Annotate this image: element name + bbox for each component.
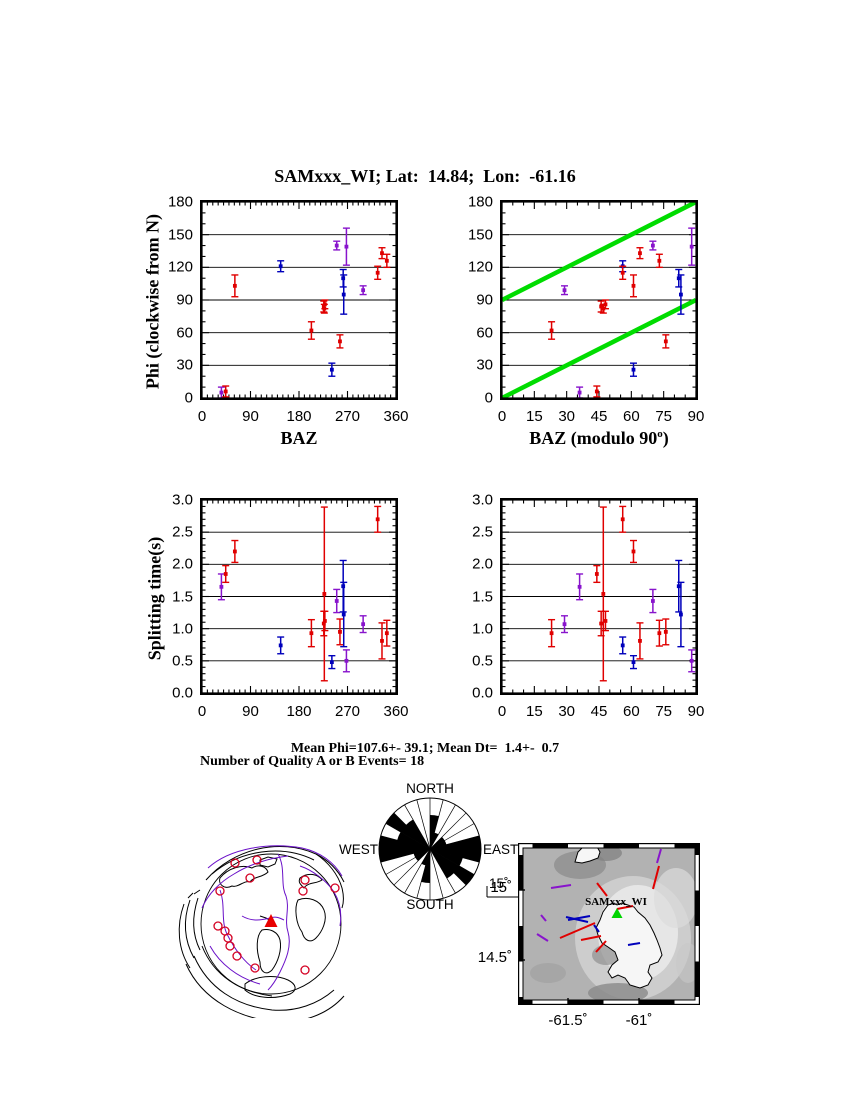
globe-raypath-map	[178, 845, 345, 1018]
axis-tick-label: 270	[334, 408, 361, 425]
axis-tick-label: 0.0	[172, 684, 193, 702]
axis-tick-label: 0	[184, 389, 193, 407]
dt-vs-bazmod-plot	[500, 498, 698, 695]
axis-tick-label: 30	[476, 356, 493, 374]
map-xtick-m61: -61˚	[625, 1012, 653, 1029]
axis-tick-label: 60	[176, 324, 193, 342]
bazmod-label-end: )	[662, 428, 669, 448]
station-map: SAMxxx_WI	[518, 843, 700, 1005]
mean-statistics-text: Mean Phi=107.6+- 39.1; Mean Dt= 1.4+- 0.…	[290, 741, 560, 756]
axis-tick-label: 0.5	[172, 652, 193, 670]
bazmod-label-sup: o	[657, 428, 663, 440]
axis-tick-label: 60	[622, 703, 640, 720]
axis-tick-label: 1.5	[172, 588, 193, 605]
axis-tick-label: 90	[687, 408, 705, 425]
axis-tick-label: 150	[467, 226, 493, 244]
map-xtick-m61_5: -61.5˚	[548, 1012, 588, 1029]
phi-vs-baz-plot	[200, 200, 398, 400]
axis-tick-label: 0	[484, 389, 493, 407]
rose-label-north: NORTH	[406, 781, 454, 796]
axis-tick-label: 270	[334, 703, 361, 720]
axis-tick-label: 1.5	[472, 588, 493, 605]
globe-station-triangle	[264, 914, 278, 927]
axis-tick-label: 90	[176, 291, 193, 309]
event-count-text: Number of Quality A or B Events= 18	[200, 754, 425, 769]
axis-tick-label: 180	[286, 703, 312, 720]
y-axis-label-phi: Phi (clockwise from N)	[142, 213, 163, 390]
map-ytick-15: 15˚	[490, 879, 512, 896]
axis-tick-label: 3.0	[172, 491, 193, 509]
axis-tick-label: 45	[590, 408, 608, 425]
axis-tick-label: 1.0	[172, 620, 193, 638]
great-circle-arcs	[178, 846, 345, 1018]
station-triangle	[611, 908, 623, 918]
axis-tick-label: 0	[497, 703, 507, 720]
axis-tick-label: 75	[655, 703, 672, 720]
axis-tick-label: 75	[655, 408, 672, 425]
x-axis-label-bazmod: BAZ (modulo 90o)	[499, 428, 699, 449]
x-axis-label-baz: BAZ	[280, 428, 318, 448]
rose-label-south: SOUTH	[406, 897, 454, 912]
axis-tick-label: 180	[467, 193, 493, 211]
axis-tick-label: 0	[197, 408, 207, 425]
axis-tick-label: 45	[590, 703, 608, 720]
axis-tick-label: 2.5	[172, 523, 193, 541]
splitting-vectors	[536, 848, 662, 953]
rose-label-east: EAST	[483, 842, 519, 857]
axis-tick-label: 90	[242, 703, 259, 720]
axis-tick-label: 30	[176, 356, 193, 374]
axis-tick-label: 2.0	[472, 555, 493, 573]
phi-vs-bazmod-plot	[500, 200, 698, 400]
axis-tick-label: 60	[476, 324, 493, 342]
axis-tick-label: 30	[558, 703, 575, 720]
axis-tick-label: 180	[286, 408, 312, 425]
axis-tick-label: 0	[197, 703, 207, 720]
globe-coastlines	[219, 856, 326, 998]
bazmod-label-main: BAZ (modulo 90	[529, 428, 658, 448]
y-axis-label-dt: Splitting time(s)	[144, 536, 165, 661]
axis-tick-label: 30	[558, 408, 575, 425]
dt-vs-baz-plot	[200, 498, 398, 695]
rose-label-west: WEST	[339, 842, 378, 857]
page-title: SAMxxx_WI; Lat: 14.84; Lon: -61.16	[274, 166, 576, 186]
axis-tick-label: 0.0	[472, 684, 493, 702]
axis-tick-label: 2.5	[472, 523, 493, 541]
axis-tick-label: 3.0	[472, 491, 493, 509]
map-ytick-14_5: 14.5˚	[477, 949, 512, 966]
axis-tick-label: 15	[525, 408, 543, 425]
axis-tick-label: 2.0	[172, 555, 193, 573]
station-label: SAMxxx_WI	[585, 896, 647, 908]
axis-tick-label: 15	[525, 703, 543, 720]
axis-tick-label: 0	[497, 408, 507, 425]
map-frame	[518, 843, 700, 1005]
globe-event-circles	[213, 855, 340, 975]
axis-tick-label: 90	[476, 291, 493, 309]
axis-tick-label: 360	[383, 408, 409, 425]
axis-tick-label: 150	[167, 226, 193, 244]
axis-tick-label: 90	[687, 703, 705, 720]
axis-tick-label: 60	[622, 408, 640, 425]
globe-outline	[200, 853, 342, 995]
axis-tick-label: 1.0	[472, 620, 493, 638]
rose-scale-label: 15˚	[489, 876, 509, 891]
axis-tick-label: 90	[242, 408, 259, 425]
axis-tick-label: 120	[167, 258, 193, 276]
rose-diagram	[378, 797, 518, 901]
axis-tick-label: 0.5	[472, 652, 493, 670]
axis-tick-label: 360	[383, 703, 409, 720]
axis-tick-label: 180	[167, 193, 193, 211]
axis-tick-label: 120	[467, 258, 493, 276]
